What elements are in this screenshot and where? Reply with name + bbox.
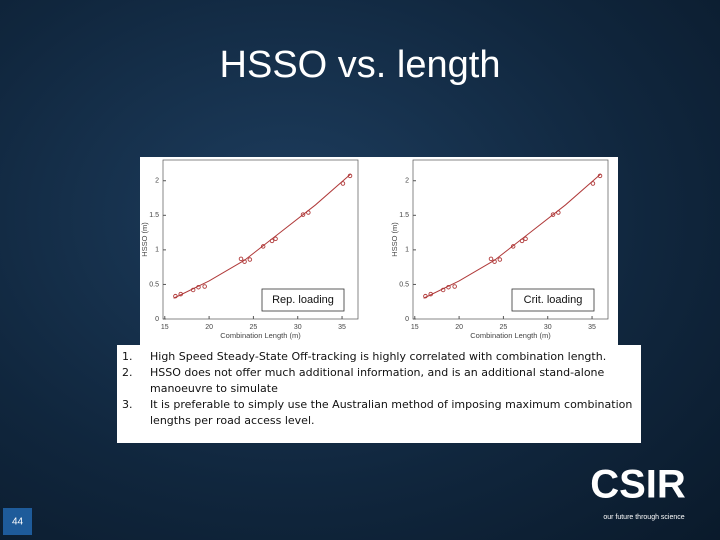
x-axis-label: Combination Length (m) xyxy=(220,331,301,340)
fit-line xyxy=(173,173,352,299)
data-point xyxy=(452,284,457,289)
logo: CSIR xyxy=(590,463,686,507)
data-point xyxy=(440,287,446,293)
x-tick-label: 20 xyxy=(205,324,213,331)
plot-frame xyxy=(162,159,359,320)
y-tick-label: 2 xyxy=(405,178,409,185)
data-point xyxy=(590,181,596,186)
data-point xyxy=(510,244,516,249)
data-point xyxy=(173,293,178,299)
data-point xyxy=(269,238,275,244)
slide-title: HSSO vs. length xyxy=(220,44,501,86)
data-point xyxy=(497,257,503,262)
annotation: Crit. loading xyxy=(524,294,583,306)
y-axis-label: HSSO (m) xyxy=(140,222,149,257)
data-point xyxy=(300,212,306,217)
data-point xyxy=(423,293,428,299)
logo-tagline: our future through science xyxy=(603,514,684,521)
data-point xyxy=(196,284,201,290)
data-point xyxy=(597,173,603,179)
list-text: It is preferable to simply use the Austr… xyxy=(150,398,633,427)
x-tick-label: 15 xyxy=(411,324,419,331)
y-tick-label: 0.5 xyxy=(149,281,159,288)
y-axis-label: HSSO (m) xyxy=(390,222,399,257)
data-point xyxy=(519,238,525,244)
y-tick-label: 1 xyxy=(405,247,409,254)
data-point xyxy=(340,181,346,186)
x-tick-label: 30 xyxy=(294,324,302,331)
data-point xyxy=(238,256,244,262)
x-tick-label: 30 xyxy=(544,324,552,331)
list-marker: 3. xyxy=(122,398,133,411)
data-point xyxy=(492,259,497,264)
y-tick-label: 2 xyxy=(155,178,159,185)
data-point xyxy=(556,210,561,215)
page-number: 44 xyxy=(12,517,24,528)
data-point xyxy=(347,173,353,179)
x-tick-label: 35 xyxy=(588,324,596,331)
y-tick-label: 1.5 xyxy=(149,212,159,219)
y-tick-label: 1 xyxy=(155,247,159,254)
list-marker: 2. xyxy=(122,366,133,379)
list-item: 2. HSSO does not offer much additional in… xyxy=(122,365,636,397)
data-point xyxy=(260,244,266,249)
x-tick-label: 20 xyxy=(455,324,463,331)
list-marker: 1. xyxy=(122,350,133,363)
y-tick-label: 0 xyxy=(155,316,159,323)
fit-line xyxy=(423,173,602,299)
plot-frame xyxy=(412,159,609,320)
data-point xyxy=(273,236,278,242)
page-number-box xyxy=(3,508,32,535)
y-tick-label: 0 xyxy=(405,316,409,323)
data-point xyxy=(446,284,451,290)
data-point xyxy=(242,259,247,264)
data-point xyxy=(306,210,311,215)
list-text: HSSO does not offer much additional info… xyxy=(150,366,605,395)
y-tick-label: 1.5 xyxy=(399,212,409,219)
x-tick-label: 15 xyxy=(161,324,169,331)
data-point xyxy=(178,291,183,297)
notes: 1. High Speed Steady-State Off-tracking i… xyxy=(117,345,641,443)
chart-panel xyxy=(140,157,618,345)
y-tick-label: 0.5 xyxy=(399,281,409,288)
data-point xyxy=(488,256,494,262)
list-item: 3. It is preferable to simply use the Aus… xyxy=(122,397,636,429)
x-tick-label: 25 xyxy=(250,324,258,331)
x-axis-label: Combination Length (m) xyxy=(470,331,551,340)
data-point xyxy=(550,212,556,217)
data-point xyxy=(202,284,207,289)
annotation-box xyxy=(511,288,595,312)
x-tick-label: 35 xyxy=(338,324,346,331)
annotation-box xyxy=(261,288,345,312)
data-point xyxy=(428,291,433,297)
data-point xyxy=(247,257,253,262)
data-point xyxy=(190,287,196,293)
x-tick-label: 25 xyxy=(500,324,508,331)
data-point xyxy=(523,236,528,242)
list-text: High Speed Steady-State Off-tracking is … xyxy=(150,350,607,363)
annotation: Rep. loading xyxy=(272,294,334,306)
list-item: 1. High Speed Steady-State Off-tracking i… xyxy=(122,349,636,365)
